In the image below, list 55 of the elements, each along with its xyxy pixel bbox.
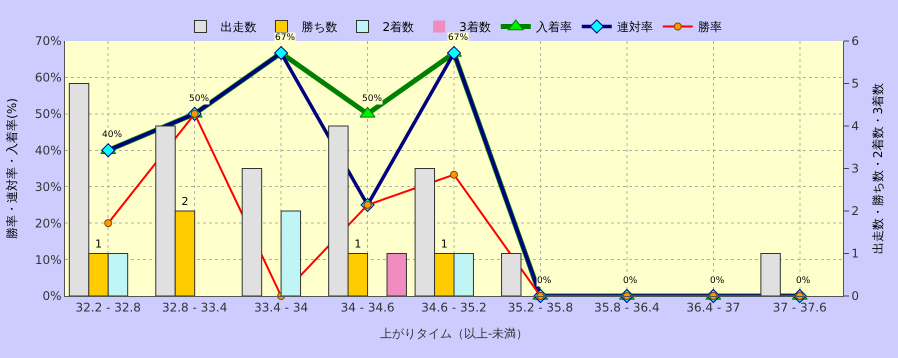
y2-tick-label: 2 xyxy=(851,204,860,218)
bar xyxy=(242,168,262,296)
y2-tick-label: 4 xyxy=(851,119,860,134)
x-tick-label: 34.6 - 35.2 xyxy=(421,300,487,314)
y2-tick-label: 1 xyxy=(851,246,860,261)
legend-label: 勝ち数 xyxy=(302,20,338,34)
x-tick-label: 34 - 34.6 xyxy=(340,300,395,314)
y-tick-label: 60% xyxy=(34,70,62,85)
data-label: 2 xyxy=(181,195,188,208)
y-tick-label: 0% xyxy=(42,289,62,304)
x-tick-label: 32.8 - 33.4 xyxy=(162,300,228,314)
x-tick-label: 37 - 37.6 xyxy=(772,300,827,314)
data-label: 1 xyxy=(354,238,362,250)
data-label: 0% xyxy=(623,276,638,286)
data-label: 50% xyxy=(189,94,210,104)
x-axis-title: 上がりタイム（以上-未満） xyxy=(380,326,528,340)
data-label: 67% xyxy=(448,33,468,43)
bar xyxy=(501,253,522,296)
x-tick-label: 35.8 - 36.4 xyxy=(594,300,660,314)
x-tick-label: 32.2 - 32.8 xyxy=(76,300,141,314)
x-tick-label: 36.4 - 37 xyxy=(686,300,740,314)
y-tick-label: 10% xyxy=(34,252,62,267)
legend-label: 出走数 xyxy=(220,20,256,34)
y-tick-label: 70% xyxy=(34,34,62,48)
y-tick-label: 20% xyxy=(34,216,62,230)
y2-tick-label: 3 xyxy=(851,162,860,176)
data-label: 67% xyxy=(275,33,296,43)
y-tick-label: 50% xyxy=(34,107,62,122)
data-label: 0% xyxy=(537,276,552,286)
bar xyxy=(280,210,302,296)
data-label: 0% xyxy=(710,276,725,286)
x-tick-label: 35.2 - 35.8 xyxy=(508,300,574,314)
y2-tick-label: 6 xyxy=(851,34,860,48)
y-axis-title: 勝率・連対率・入着率(%) xyxy=(5,98,20,239)
legend-label: 2着数 xyxy=(382,20,414,34)
y2-axis-title: 出走数・勝ち数・2着数・3着数 xyxy=(870,82,885,254)
bar xyxy=(760,253,781,296)
point xyxy=(447,46,461,60)
legend-label: 入着率 xyxy=(536,20,572,34)
point xyxy=(101,143,116,158)
y2-tick-label: 5 xyxy=(851,76,860,91)
point xyxy=(274,46,288,60)
legend-label: 勝率 xyxy=(698,20,722,34)
x-tick-label: 33.4 - 34 xyxy=(254,300,308,314)
y-tick-label: 30% xyxy=(34,180,62,194)
y2-tick-label: 0 xyxy=(851,289,860,304)
data-label: 40% xyxy=(102,130,122,140)
legend-label: 3着数 xyxy=(459,20,491,34)
data-label: 0% xyxy=(796,276,811,286)
data-label: 1 xyxy=(94,238,102,250)
y-tick-label: 40% xyxy=(34,143,62,158)
bar xyxy=(386,253,407,296)
legend-label: 連対率 xyxy=(616,20,653,34)
data-label: 1 xyxy=(440,238,448,250)
data-label: 50% xyxy=(362,94,382,104)
